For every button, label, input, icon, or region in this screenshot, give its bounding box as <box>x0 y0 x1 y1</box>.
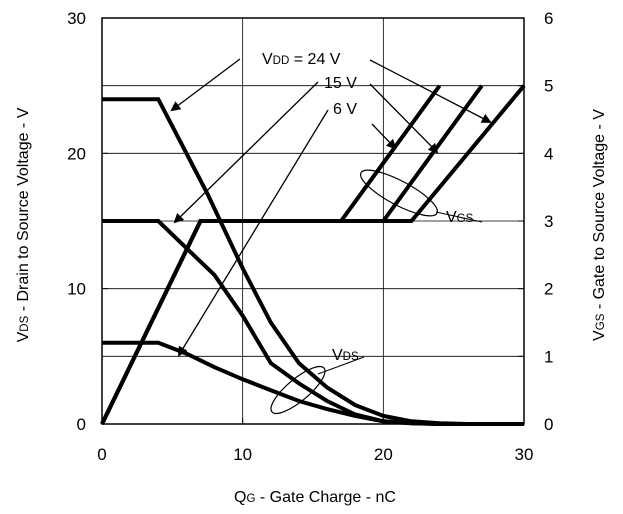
arrow-24v-vgs <box>369 59 492 123</box>
x-tick-label: 10 <box>233 445 252 464</box>
y-right-tick-label: 0 <box>544 415 553 434</box>
vgs-series-line <box>100 84 484 425</box>
y-left-tick-label: 30 <box>67 9 86 28</box>
arrow-6v-vds <box>177 109 329 357</box>
y-right-tick-label: 5 <box>544 77 553 96</box>
y-right-tick-label: 3 <box>544 212 553 231</box>
arrow-15v-vds <box>173 81 319 224</box>
y-right-tick-label: 4 <box>544 144 553 163</box>
x-tick-label: 30 <box>515 445 534 464</box>
y-right-tick-label: 2 <box>544 280 553 299</box>
y-axis-right-title: VGS - Gate to Source Voltage - V <box>591 109 608 341</box>
arrow-24v-vds <box>170 58 241 112</box>
vgs-group-ellipse <box>360 169 438 217</box>
vdd-15v-label: 15 V <box>324 75 357 92</box>
tick-labels: 0 10 20 30 0 10 20 30 0 1 2 3 4 5 6 <box>67 9 553 464</box>
y-right-tick-label: 6 <box>544 9 553 28</box>
x-tick-label: 0 <box>97 445 106 464</box>
arrow-6v-vgs <box>371 123 397 150</box>
vds-label: VDS <box>332 347 359 364</box>
annotations: VDD = 24 V 15 V 6 V VGS VDS <box>170 51 492 415</box>
vds-series-line <box>102 97 524 426</box>
x-tick-label: 20 <box>374 445 393 464</box>
series-layer <box>100 84 526 426</box>
vds-leader-line <box>317 356 365 375</box>
vdd-6v-label: 6 V <box>333 101 357 118</box>
x-axis-title: QG - Gate Charge - nC <box>234 489 396 506</box>
y-left-tick-label: 10 <box>67 280 86 299</box>
vgs-label: VGS <box>446 209 474 226</box>
ticks-layer <box>101 17 525 425</box>
vds-series-line <box>102 340 524 426</box>
vdd-24v-label: VDD = 24 V <box>262 51 341 68</box>
vds-group-ellipse <box>270 365 326 415</box>
vgs-series-line <box>100 84 442 425</box>
y-left-tick-label: 20 <box>67 144 86 163</box>
arrow-15v-vgs <box>369 83 439 154</box>
y-axis-left-title: VDS - Drain to Source Voltage - V <box>15 107 32 342</box>
vgs-leader-line <box>435 211 483 223</box>
y-left-tick-label: 0 <box>77 415 86 434</box>
y-right-tick-label: 1 <box>544 347 553 366</box>
vds-series-line <box>102 219 524 426</box>
